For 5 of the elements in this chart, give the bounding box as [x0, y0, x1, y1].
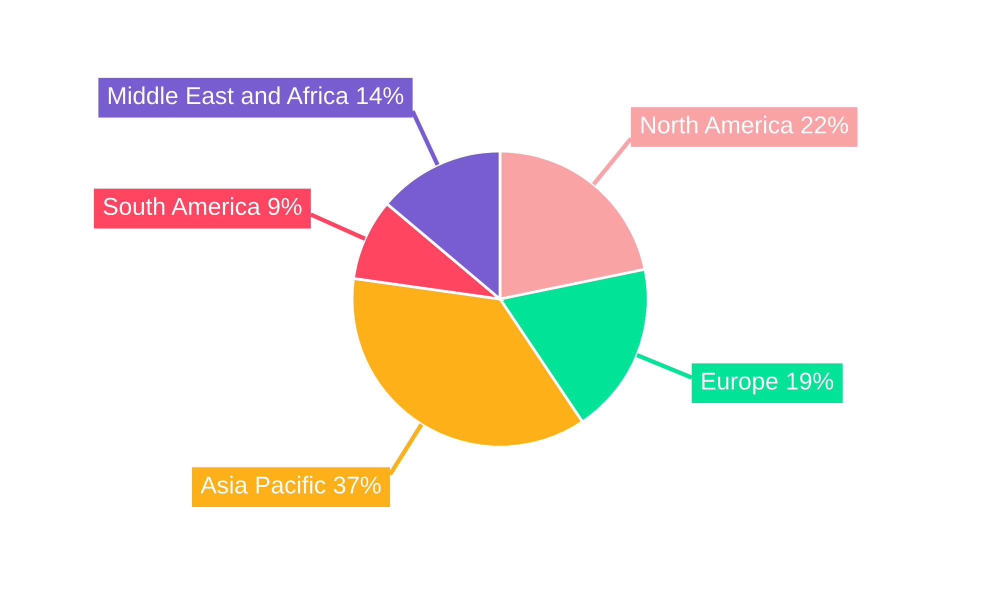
- slice-label: South America 9%: [103, 197, 302, 216]
- slice-label: Europe 19%: [702, 372, 834, 394]
- slice-label: Middle East and Africa 14%: [108, 86, 404, 104]
- slice-label: North America 22%: [641, 116, 848, 134]
- slice-label: Asia Pacific 37%: [200, 476, 381, 494]
